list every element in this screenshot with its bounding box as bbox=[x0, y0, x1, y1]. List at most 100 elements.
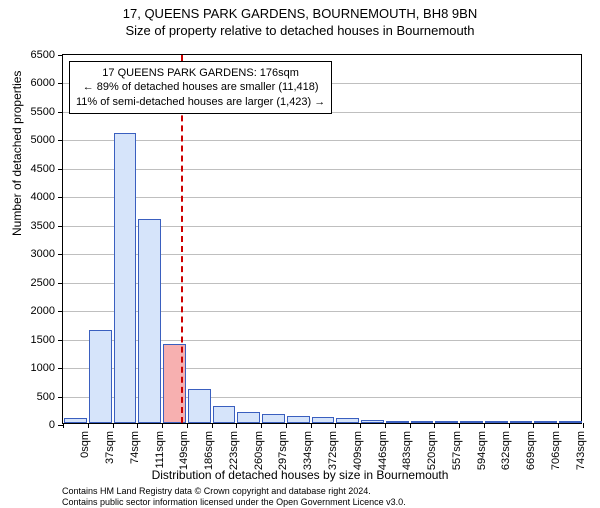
x-tick bbox=[261, 423, 262, 428]
x-tick bbox=[583, 423, 584, 428]
x-tick-label: 743sqm bbox=[575, 431, 587, 470]
histogram-bar bbox=[287, 416, 310, 423]
x-tick bbox=[335, 423, 336, 428]
x-tick bbox=[113, 423, 114, 428]
y-tick bbox=[58, 83, 63, 84]
histogram-bar bbox=[485, 421, 508, 423]
x-tick-label: 37sqm bbox=[104, 431, 116, 464]
y-tick-label: 5000 bbox=[5, 134, 55, 146]
x-axis-label: Distribution of detached houses by size … bbox=[0, 468, 600, 482]
y-tick-label: 3000 bbox=[5, 248, 55, 260]
gridline bbox=[63, 197, 581, 198]
x-tick-label: 149sqm bbox=[178, 431, 190, 470]
x-tick bbox=[533, 423, 534, 428]
histogram-bar bbox=[188, 389, 211, 423]
histogram-bar bbox=[510, 421, 533, 423]
y-tick bbox=[58, 340, 63, 341]
y-tick bbox=[58, 197, 63, 198]
histogram-bar bbox=[213, 406, 236, 423]
y-tick bbox=[58, 140, 63, 141]
y-tick bbox=[58, 169, 63, 170]
x-tick bbox=[162, 423, 163, 428]
histogram-bar bbox=[114, 133, 137, 423]
x-tick-label: 0sqm bbox=[79, 431, 91, 458]
y-tick bbox=[58, 226, 63, 227]
y-tick-label: 6500 bbox=[5, 49, 55, 61]
plot-area: 0500100015002000250030003500400045005000… bbox=[62, 54, 582, 424]
x-tick bbox=[187, 423, 188, 428]
x-tick bbox=[385, 423, 386, 428]
y-tick bbox=[58, 254, 63, 255]
histogram-bar bbox=[559, 421, 582, 423]
histogram-bar bbox=[312, 417, 335, 423]
y-tick-label: 4000 bbox=[5, 191, 55, 203]
histogram-bar bbox=[361, 420, 384, 423]
histogram-bar bbox=[138, 219, 161, 423]
x-tick-label: 74sqm bbox=[129, 431, 141, 464]
histogram-bar bbox=[435, 421, 458, 423]
x-tick bbox=[63, 423, 64, 428]
histogram-bar bbox=[386, 421, 409, 423]
histogram-bar bbox=[460, 421, 483, 423]
page-title-desc: Size of property relative to detached ho… bbox=[0, 23, 600, 38]
x-tick bbox=[88, 423, 89, 428]
x-tick-label: 669sqm bbox=[525, 431, 537, 470]
x-tick bbox=[212, 423, 213, 428]
y-tick-label: 500 bbox=[5, 391, 55, 403]
y-tick-label: 1500 bbox=[5, 334, 55, 346]
y-tick bbox=[58, 283, 63, 284]
x-tick-label: 372sqm bbox=[327, 431, 339, 470]
x-tick-label: 557sqm bbox=[451, 431, 463, 470]
histogram-chart: 0500100015002000250030003500400045005000… bbox=[62, 54, 582, 424]
histogram-bar bbox=[64, 418, 87, 423]
histogram-bar bbox=[336, 418, 359, 423]
x-tick-label: 111sqm bbox=[154, 431, 166, 469]
x-tick-label: 409sqm bbox=[352, 431, 364, 470]
info-line-1: 17 QUEENS PARK GARDENS: 176sqm bbox=[76, 66, 325, 80]
histogram-bar bbox=[411, 421, 434, 423]
x-tick bbox=[459, 423, 460, 428]
x-tick bbox=[236, 423, 237, 428]
x-tick bbox=[484, 423, 485, 428]
y-tick bbox=[58, 368, 63, 369]
x-tick-label: 223sqm bbox=[228, 431, 240, 470]
attribution-line-2: Contains public sector information licen… bbox=[62, 497, 406, 508]
attribution-line-1: Contains HM Land Registry data © Crown c… bbox=[62, 486, 406, 497]
x-tick-label: 334sqm bbox=[302, 431, 314, 470]
x-tick-label: 594sqm bbox=[476, 431, 488, 470]
histogram-bar bbox=[237, 412, 260, 423]
y-tick-label: 1000 bbox=[5, 362, 55, 374]
x-tick bbox=[311, 423, 312, 428]
x-tick-label: 446sqm bbox=[377, 431, 389, 470]
y-tick-label: 2000 bbox=[5, 305, 55, 317]
y-tick-label: 3500 bbox=[5, 220, 55, 232]
info-line-2: ← 89% of detached houses are smaller (11… bbox=[76, 80, 325, 94]
reference-info-box: 17 QUEENS PARK GARDENS: 176sqm ← 89% of … bbox=[69, 61, 332, 114]
x-tick-label: 632sqm bbox=[500, 431, 512, 470]
y-tick-label: 5500 bbox=[5, 106, 55, 118]
x-tick bbox=[558, 423, 559, 428]
y-tick bbox=[58, 55, 63, 56]
histogram-bar bbox=[89, 330, 112, 423]
x-tick bbox=[137, 423, 138, 428]
y-tick bbox=[58, 397, 63, 398]
x-tick bbox=[434, 423, 435, 428]
x-tick-label: 186sqm bbox=[203, 431, 215, 470]
y-tick-label: 6000 bbox=[5, 77, 55, 89]
attribution-text: Contains HM Land Registry data © Crown c… bbox=[62, 486, 406, 508]
x-tick-label: 520sqm bbox=[426, 431, 438, 470]
page-title-address: 17, QUEENS PARK GARDENS, BOURNEMOUTH, BH… bbox=[0, 6, 600, 21]
histogram-bar bbox=[262, 414, 285, 423]
y-axis-label: Number of detached properties bbox=[10, 71, 24, 236]
y-tick bbox=[58, 112, 63, 113]
y-tick-label: 2500 bbox=[5, 277, 55, 289]
histogram-bar bbox=[534, 421, 557, 423]
x-tick bbox=[509, 423, 510, 428]
y-tick-label: 0 bbox=[5, 419, 55, 431]
x-tick bbox=[286, 423, 287, 428]
y-tick-label: 4500 bbox=[5, 163, 55, 175]
x-tick-label: 260sqm bbox=[253, 431, 265, 470]
x-tick bbox=[360, 423, 361, 428]
x-tick-label: 483sqm bbox=[401, 431, 413, 470]
gridline bbox=[63, 169, 581, 170]
